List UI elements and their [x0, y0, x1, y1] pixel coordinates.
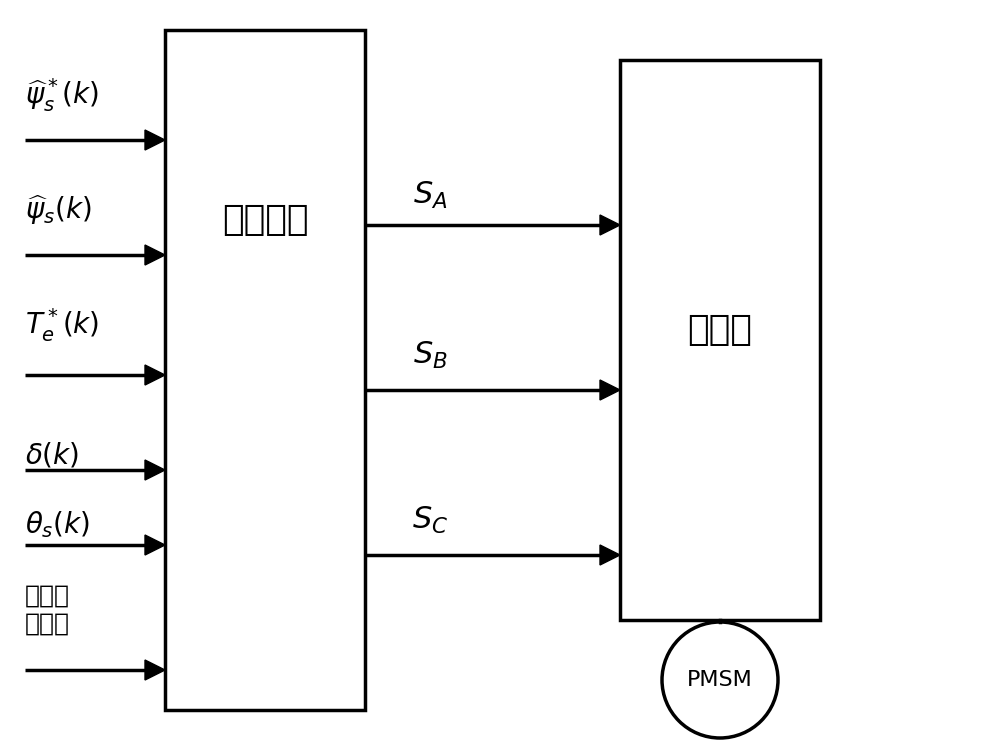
Polygon shape — [600, 215, 620, 235]
Polygon shape — [145, 660, 165, 680]
Text: $S_A$: $S_A$ — [413, 180, 447, 211]
Text: 扇区位
置信号: 扇区位 置信号 — [25, 584, 70, 636]
Text: $S_C$: $S_C$ — [412, 505, 448, 535]
Bar — [165, 30, 365, 710]
Text: 逆变器: 逆变器 — [688, 313, 752, 347]
Text: $\delta(k)$: $\delta(k)$ — [25, 441, 79, 469]
Polygon shape — [145, 460, 165, 480]
Polygon shape — [145, 535, 165, 555]
Text: PMSM: PMSM — [687, 670, 753, 690]
Text: $\theta_s(k)$: $\theta_s(k)$ — [25, 510, 90, 541]
Text: 预测控制: 预测控制 — [222, 203, 308, 237]
Circle shape — [662, 622, 778, 738]
Text: $T_e^*(k)$: $T_e^*(k)$ — [25, 306, 99, 344]
Text: $S_B$: $S_B$ — [413, 339, 447, 371]
Polygon shape — [600, 380, 620, 400]
Polygon shape — [600, 545, 620, 565]
Polygon shape — [145, 130, 165, 150]
Polygon shape — [145, 365, 165, 385]
Text: $\widehat{\psi}_s^*(k)$: $\widehat{\psi}_s^*(k)$ — [25, 76, 99, 114]
Polygon shape — [145, 245, 165, 265]
Text: $\widehat{\psi}_s(k)$: $\widehat{\psi}_s(k)$ — [25, 193, 92, 227]
Bar — [620, 60, 820, 620]
